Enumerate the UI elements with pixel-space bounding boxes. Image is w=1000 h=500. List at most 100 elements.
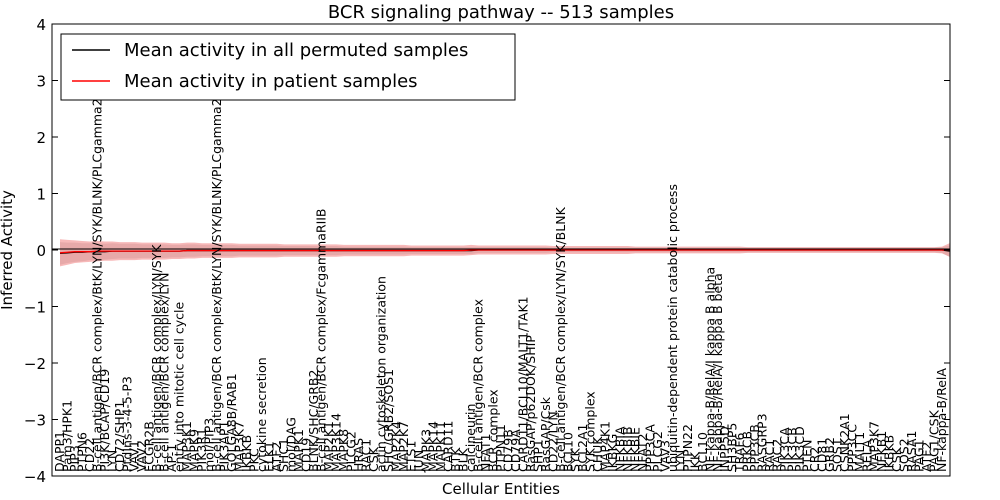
x-tick-label: PTPN11 — [493, 424, 508, 472]
x-tick-label: MAP2K4 — [388, 421, 403, 472]
x-tick-label: ubiquitin-dependent protein catabolic pr… — [665, 184, 680, 472]
band-patient — [60, 239, 950, 267]
x-tick-label: NF-kappa-B/RelA/I kappa B alpha — [702, 267, 717, 472]
x-tick-label: GOLGA8B/RAB1 — [224, 373, 239, 472]
x-tick-label: CD79B — [500, 429, 515, 472]
x-tick-label: B-cell antigen/BCR complex/FcgammaRIIB — [314, 208, 329, 472]
x-tick-label: MAPK14 — [426, 421, 441, 472]
x-tick-label: MAPK1 — [291, 429, 306, 472]
y-tick-label: 4 — [36, 16, 46, 34]
x-tick-label: CD79A — [508, 429, 523, 472]
x-tick-label: PRKCB — [740, 431, 755, 472]
x-tick-label: SHP1 — [530, 439, 545, 472]
x-tick-label: NF-kappa-B/RelA — [934, 368, 949, 472]
x-tick-label: RasGAP/p62DOK/SHIP — [523, 335, 538, 472]
x-tick-label: MALT1 — [852, 432, 867, 472]
x-tick-label: NFKBIA — [613, 426, 628, 472]
x-tick-label: CHUK — [590, 436, 605, 472]
x-tick-label-extra: ubiquitin-dependent protein catabolic pr… — [633, 184, 648, 472]
x-tick-label: NF-kappa-B/RelA/I kappa B beta — [710, 273, 725, 472]
x-tick-label: NFAT1 — [478, 433, 493, 472]
x-tick-label: PPP3CC — [844, 424, 859, 472]
x-tick-label: PIK3AP1 — [216, 421, 231, 472]
x-tick-label: cytokine secretion — [254, 357, 269, 472]
x-tick-label: BLK — [456, 447, 471, 472]
x-tick-label: IKBKB — [882, 435, 897, 472]
x-tick-label: RELA — [859, 439, 874, 472]
x-tick-label: HRAS — [351, 438, 366, 472]
x-tick-label: DAPP1 — [52, 431, 67, 472]
x-tick-label: SYK complex — [583, 391, 598, 472]
x-tick-label: B-cell antigen/BCR complex/LYN/SYK/BLNK — [553, 206, 568, 472]
x-tick-label: IKBKB — [239, 435, 254, 472]
x-tick-label: PTPN22 — [680, 424, 695, 472]
x-tick-label: NFKBIE — [628, 427, 643, 472]
x-tick-label: LYN — [672, 450, 687, 472]
x-axis-label: Cellular Entities — [442, 480, 560, 498]
x-tick-label: BCL10 — [560, 432, 575, 472]
x-tick-label: B-cell antigen/BCR complex/LYN — [157, 273, 172, 473]
x-tick-label: MAP2K1 — [321, 421, 336, 472]
x-tick-label: MAPK11 — [433, 421, 448, 472]
x-tick-label: SH3BP5 — [725, 423, 740, 472]
x-tick-label: PLCG2 — [650, 431, 665, 472]
x-tick-label: PTPN6 — [74, 432, 89, 472]
y-axis-ticks: −4 −3 −2 −1 0 1 2 3 4 — [24, 16, 950, 486]
x-tick-label: RAC1 — [762, 439, 777, 472]
x-tick-label: PAG1/CSK — [927, 409, 942, 472]
y-tick-label: 0 — [36, 242, 46, 260]
plot-frame — [51, 23, 951, 477]
x-tick-label: B-cell antigen/BCR complex — [471, 299, 486, 472]
series-lines — [59, 249, 950, 255]
x-tick-label: PtdIns-3-4-5-P3 — [119, 376, 134, 472]
x-tick-label: FCGR2B — [142, 421, 157, 472]
x-tick-label: BCL10 — [695, 432, 710, 472]
x-tick-label: PLCG2 — [344, 431, 359, 472]
x-tick-label: ATF2 — [919, 442, 934, 472]
x-tick-label: PAG1 — [912, 439, 927, 472]
x-tick-label: MAPK3 — [418, 429, 433, 472]
x-tick-label: BCR complex — [486, 389, 501, 472]
x-tick-label: CR2 — [807, 447, 822, 472]
x-tick-label: NFKB1 — [874, 431, 889, 472]
x-tick-label: MAP3K7 — [867, 421, 882, 472]
x-tick-label: CSK — [889, 446, 904, 472]
legend-box — [60, 33, 516, 101]
x-tick-label: MAP2K7 — [396, 421, 411, 472]
x-tick-label: VAV1 — [127, 440, 142, 472]
x-tick-label: GRB2 — [822, 437, 837, 472]
x-tick-label: PPP3CA — [642, 424, 657, 472]
y-tick-label: −4 — [24, 468, 46, 486]
x-tick-label: SOS1 — [829, 438, 844, 472]
x-tick-label: CARD11 — [441, 421, 456, 473]
x-tick-label: VAV2 — [134, 440, 149, 472]
x-tick-label: PIK3CD — [792, 426, 807, 472]
x-tick-label: ATF2 — [269, 442, 284, 472]
x-tick-label: RAC1 — [358, 439, 373, 472]
legend-label: Mean activity in all permuted samples — [124, 40, 468, 61]
x-tick-label: CD72/SHP1 — [112, 401, 127, 472]
x-tick-label: JUN — [411, 450, 426, 473]
x-tick-label: entry into mitotic cell cycle — [172, 302, 187, 472]
x-tick-label: VAV3 — [657, 440, 672, 472]
legend: Mean activity in all permuted samples Mea… — [60, 33, 516, 101]
x-tick-label: PPP3CB — [747, 424, 762, 472]
x-tick-label: B-cell antigen/BCR complex/BtK/LYN/SYK/B… — [89, 98, 104, 472]
x-tick-label: LYN — [104, 450, 119, 472]
x-tick-label: IKK — [687, 451, 702, 472]
x-tick-label: RASA1 — [904, 431, 919, 472]
x-tick-label: B-cell antigen/BCR complex/BtK/LYN/SYK/B… — [209, 98, 224, 472]
x-tick-label: CSNK2A1 — [837, 413, 852, 472]
y-tick-label: −1 — [24, 299, 46, 317]
y-tick-label: 3 — [36, 73, 46, 91]
x-tick-label: RASGRP3 — [755, 413, 770, 472]
x-tick-label: PIK3CB — [785, 427, 800, 472]
confidence-bands — [60, 239, 950, 267]
y-tick-label: −2 — [24, 355, 46, 373]
x-tick-label: PKC — [246, 448, 261, 472]
x-tick-label: RasGAP/Csk — [538, 396, 553, 472]
y-axis-label: Inferred Activity — [0, 190, 16, 310]
x-tick-label: SYK — [568, 447, 583, 472]
x-tick-label: PTEN — [799, 440, 814, 472]
